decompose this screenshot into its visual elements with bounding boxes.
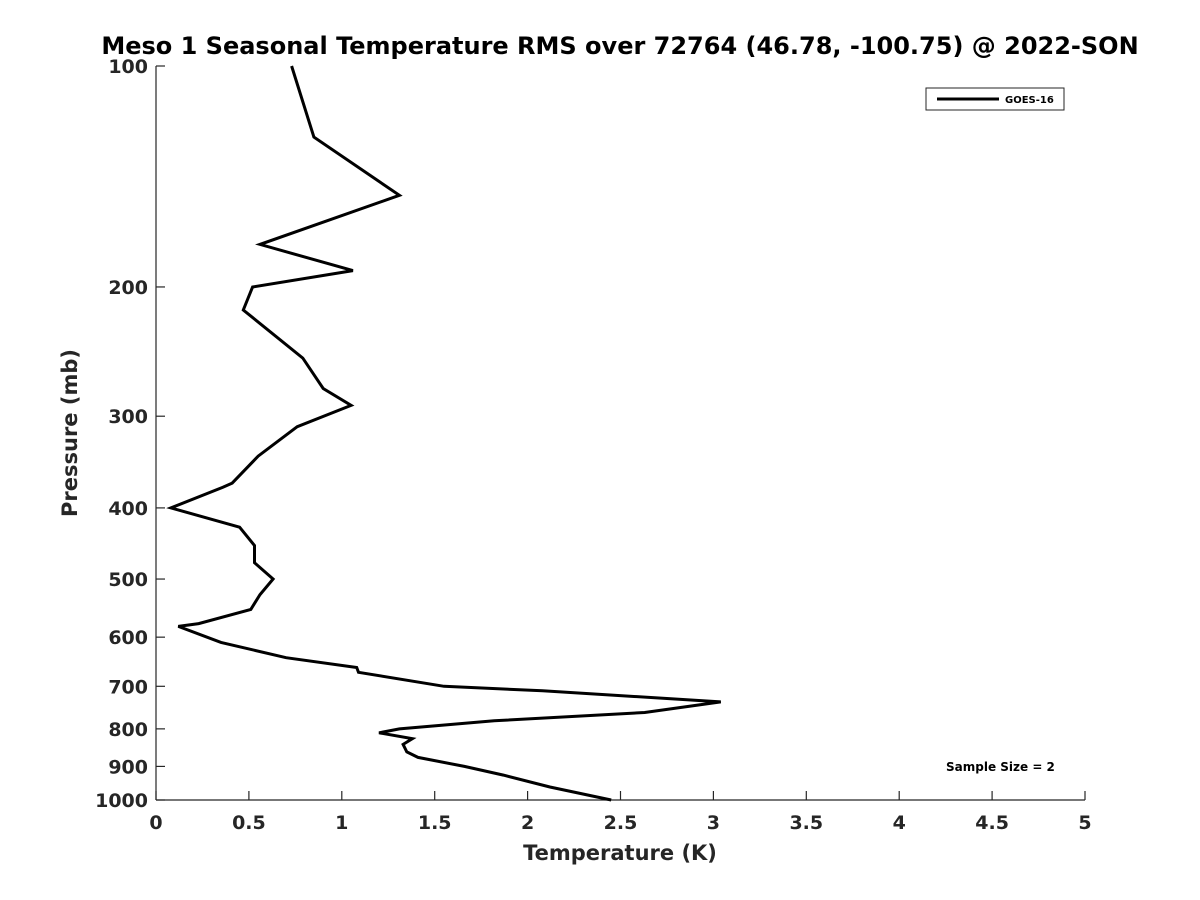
legend: GOES-16	[925, 87, 1065, 111]
x-tick-label: 3.5	[789, 812, 823, 834]
y-tick-label: 400	[108, 498, 148, 520]
x-tick-label: 2	[521, 812, 534, 834]
x-tick-label: 4	[893, 812, 906, 834]
y-tick-label: 500	[108, 569, 148, 591]
x-tick-label: 0.5	[232, 812, 266, 834]
y-tick-label: 600	[108, 627, 148, 649]
y-axis-label: Pressure (mb)	[58, 349, 82, 517]
x-axis-label: Temperature (K)	[523, 841, 717, 865]
y-tick-label: 1000	[95, 790, 148, 812]
sample-size-annotation: Sample Size = 2	[946, 760, 1055, 774]
plot-area: 0 0.5 1 1.5 2 2.5 3 3.5 4 4.5 5 100 200 300 400 500 600…	[95, 56, 1092, 834]
y-tick-label: 200	[108, 277, 148, 299]
y-tick-label: 300	[108, 406, 148, 428]
y-tick-label: 900	[108, 756, 148, 778]
series-layer	[166, 65, 722, 802]
legend-label-goes-16: GOES-16	[1005, 95, 1054, 106]
x-tick-label: 3	[707, 812, 720, 834]
y-tick-label: 700	[108, 676, 148, 698]
x-tick-label: 1.5	[418, 812, 452, 834]
x-tick-label: 5	[1078, 812, 1091, 834]
chart-title: Meso 1 Seasonal Temperature RMS over 727…	[101, 32, 1138, 60]
x-ticks: 0 0.5 1 1.5 2 2.5 3 3.5 4 4.5 5	[149, 791, 1092, 834]
y-tick-label: 800	[108, 719, 148, 741]
x-tick-label: 1	[335, 812, 348, 834]
x-tick-label: 2.5	[604, 812, 638, 834]
x-tick-label: 0	[149, 812, 162, 834]
y-tick-label: 100	[108, 56, 148, 78]
x-tick-label: 4.5	[975, 812, 1009, 834]
y-ticks: 100 200 300 400 500 600 700 800 900 1000	[95, 56, 165, 812]
series-line-goes-16	[166, 65, 722, 802]
